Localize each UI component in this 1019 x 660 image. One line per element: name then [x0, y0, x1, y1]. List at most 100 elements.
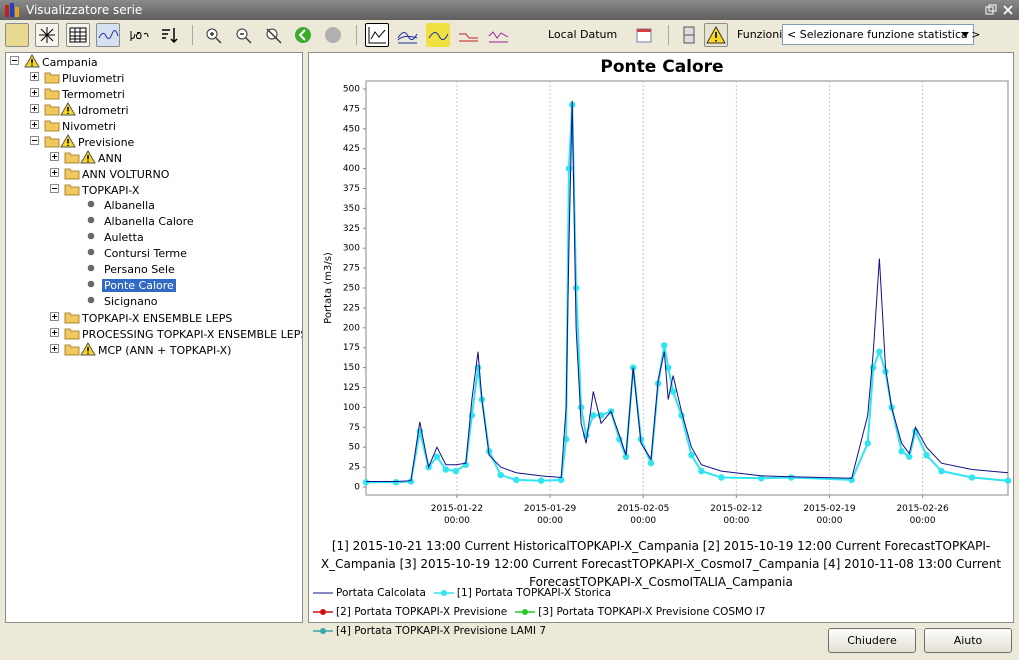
legend-swatch [313, 592, 333, 594]
legend-item: [1] Portata TOPKAPI-X Storica [433, 585, 611, 601]
tree-label: Auletta [104, 231, 144, 244]
tree-label: Contursi Terme [104, 247, 187, 260]
tree-label: Albanella [104, 199, 155, 212]
data-point [870, 364, 877, 371]
datum-label[interactable]: Local Datum [548, 28, 618, 41]
tree-label: Campania [42, 56, 98, 69]
y-tick-label: 475 [343, 104, 360, 114]
tree-label: ANN VOLTURNO [82, 168, 170, 181]
tree-node[interactable]: Termometri [30, 86, 127, 102]
sort-button[interactable] [157, 23, 181, 47]
tree-node[interactable]: TOPKAPI-X ENSEMBLE LEPS [50, 310, 234, 326]
help-button[interactable]: Aiuto [924, 628, 1012, 653]
data-point [442, 466, 450, 473]
y-tick-label: 425 [343, 144, 360, 154]
y-tick-label: 300 [343, 244, 360, 254]
data-point [898, 448, 905, 455]
layout-button[interactable] [677, 23, 701, 47]
tree-node[interactable]: Nivometri [30, 118, 118, 134]
back-button[interactable] [291, 23, 315, 47]
chart-style-5[interactable] [486, 23, 510, 47]
chart-style-4[interactable] [456, 23, 480, 47]
chart-style-1[interactable] [365, 23, 389, 47]
legend-label: [2] Portata TOPKAPI-X Previsione [336, 606, 508, 618]
data-point [669, 388, 677, 395]
legend-item: [3] Portata TOPKAPI-X Previsione COSMO I… [515, 604, 766, 620]
functions-dropdown[interactable]: < Selezionare funzione statistica > [782, 24, 980, 45]
tree-node[interactable]: Sicignano [86, 294, 160, 310]
station-tree: Campania Pluviometri Termometri Idrometri Ni… [5, 52, 303, 623]
tree-label: MCP (ANN + TOPKAPI-X) [98, 344, 232, 357]
data-point [392, 479, 400, 486]
chart-style-3[interactable] [426, 23, 450, 47]
legend-marker [320, 628, 326, 634]
y-tick-label: 150 [343, 363, 360, 373]
data-point [1004, 477, 1012, 484]
legend: Portata Calcolata [1] Portata TOPKAPI-X S… [313, 585, 783, 639]
data-point [647, 459, 655, 467]
window-title: Visualizzatore serie [26, 3, 143, 17]
data-point [698, 467, 705, 475]
tree-node[interactable]: Previsione [30, 134, 136, 150]
tree-node[interactable]: Albanella Calore [86, 214, 196, 230]
tree-node[interactable]: Ponte Calore [86, 278, 176, 294]
data-point [562, 436, 570, 443]
legend-swatch [313, 609, 333, 615]
y-tick-label: 275 [343, 264, 360, 274]
y-tick-label: 350 [343, 204, 360, 214]
tree-label: Pluviometri [62, 72, 125, 85]
restore-button[interactable] [985, 4, 997, 16]
calendar-button[interactable] [632, 23, 656, 47]
tree-label: TOPKAPI-X [82, 184, 140, 197]
tree-node[interactable]: PROCESSING TOPKAPI-X ENSEMBLE LEPS [50, 326, 302, 342]
data-point [718, 474, 725, 481]
y-tick-label: 375 [343, 184, 360, 194]
legend-swatch [313, 628, 333, 634]
data-point [661, 342, 668, 349]
x-tick-label: 2015-02-19 00:00 [803, 504, 856, 526]
warning-button[interactable] [704, 23, 728, 47]
table-button[interactable] [66, 23, 90, 47]
chart-button[interactable] [96, 23, 120, 47]
chart-style-2[interactable] [395, 23, 419, 47]
zoom-reset-button[interactable] [261, 23, 285, 47]
data-point [452, 467, 460, 475]
data-point [758, 475, 765, 482]
close-button[interactable] [1002, 4, 1014, 16]
stats-button[interactable] [127, 23, 151, 47]
functions-label: Funzioni [737, 28, 783, 41]
legend-item: [2] Portata TOPKAPI-X Previsione [313, 604, 507, 620]
tree-node[interactable]: ANN [50, 150, 124, 166]
close-dialog-button[interactable]: Chiudere [828, 628, 916, 653]
tree-node[interactable]: Auletta [86, 230, 146, 246]
x-tick-label: 2015-02-12 00:00 [710, 504, 762, 526]
y-tick-label: 200 [343, 323, 360, 333]
data-point [876, 348, 883, 355]
tree-node[interactable]: Pluviometri [30, 70, 126, 86]
y-axis-label: Portata (m3/s) [323, 252, 334, 324]
forward-button[interactable] [321, 23, 345, 47]
legend-swatch [433, 590, 454, 596]
zoom-in-button[interactable] [201, 23, 225, 47]
tree-node[interactable]: Contursi Terme [86, 246, 189, 262]
crosshair-button[interactable] [35, 23, 59, 47]
legend-marker [522, 609, 529, 615]
tree-node[interactable]: Persano Sele [86, 262, 177, 278]
legend-item: [4] Portata TOPKAPI-X Previsione LAMI 7 [313, 623, 546, 639]
tree-label: ANN [98, 152, 122, 165]
y-tick-label: 225 [343, 303, 360, 313]
zoom-out-button[interactable] [231, 23, 255, 47]
data-point [788, 474, 795, 481]
tree-node[interactable]: ANN VOLTURNO [50, 166, 171, 182]
tree-node[interactable]: Albanella [86, 198, 157, 214]
tree-node[interactable]: Campania [10, 54, 100, 70]
data-point [497, 471, 504, 479]
tree-node[interactable]: Idrometri [30, 102, 131, 118]
data-point [513, 476, 520, 484]
lock-button[interactable] [5, 23, 29, 47]
tree-node[interactable]: MCP (ANN + TOPKAPI-X) [50, 342, 233, 358]
legend-label: [3] Portata TOPKAPI-X Previsione COSMO I… [538, 606, 766, 618]
tree-node[interactable]: TOPKAPI-X [50, 182, 141, 198]
y-tick-label: 175 [343, 343, 360, 353]
y-tick-label: 25 [349, 463, 360, 473]
